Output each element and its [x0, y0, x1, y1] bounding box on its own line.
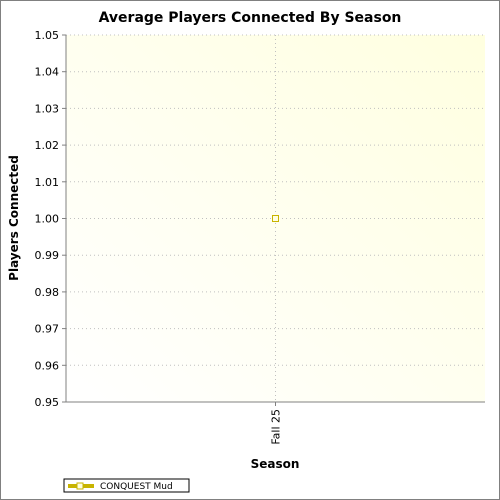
x-tick-label: Fall 25	[270, 409, 283, 445]
series-layer	[272, 215, 279, 222]
y-tick-label: 1.02	[35, 139, 60, 152]
legend-swatch-marker	[76, 482, 84, 490]
y-tick-label: 1.00	[35, 213, 60, 226]
y-tick-label: 1.04	[35, 66, 60, 79]
x-axis-title: Season	[251, 457, 300, 471]
y-tick-label: 0.95	[35, 396, 60, 409]
legend-box	[63, 478, 190, 493]
y-axis-title: Players Connected	[7, 155, 21, 281]
y-tick-label: 1.05	[35, 29, 60, 42]
y-axis: 0.95 0.96 0.97 0.98 0.99 1.00 1.01 1.02 1.03 1.04…	[35, 29, 67, 409]
y-tick-label: 1.01	[35, 176, 60, 189]
y-tick-label: 0.99	[35, 249, 60, 262]
chart-title: Average Players Connected By Season	[99, 10, 402, 26]
legend-label: CONQUEST Mud	[100, 482, 173, 492]
x-axis: Fall 25	[66, 401, 485, 445]
data-point	[272, 215, 279, 222]
legend: CONQUEST Mud	[63, 478, 190, 493]
y-tick-label: 0.96	[35, 359, 60, 372]
y-tick-label: 0.98	[35, 286, 60, 299]
y-tick-label: 1.03	[35, 102, 60, 115]
y-tick-label: 0.97	[35, 323, 60, 336]
